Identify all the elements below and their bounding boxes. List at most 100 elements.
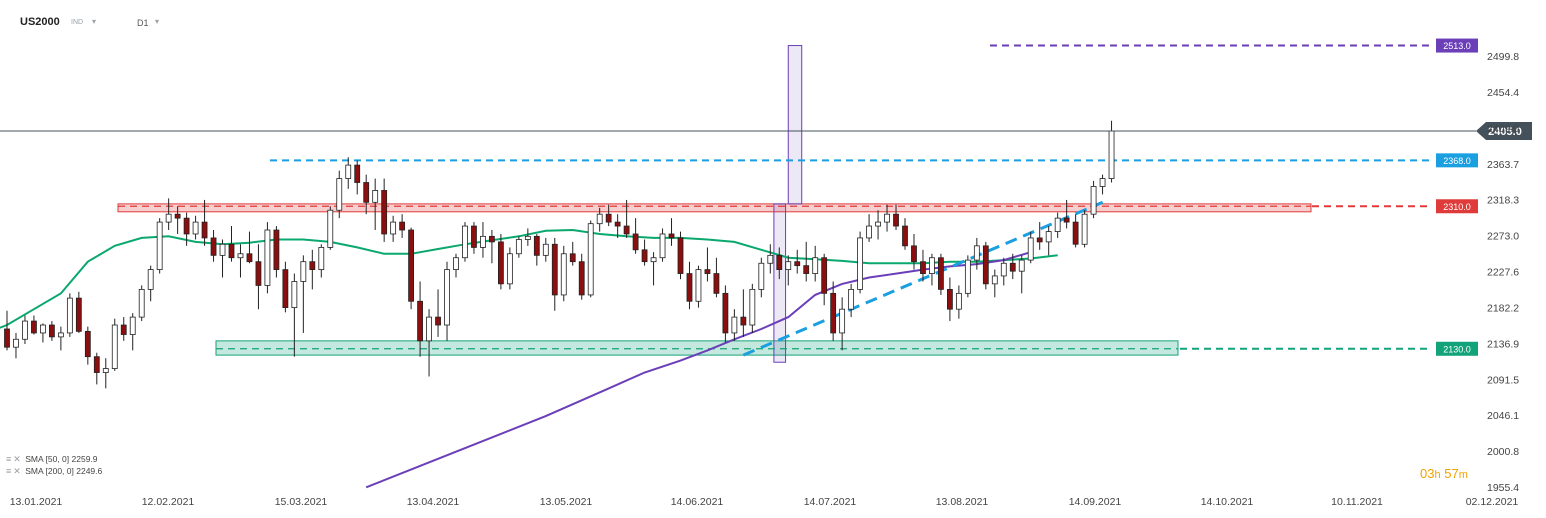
- candle-body: [102, 368, 109, 373]
- candle-body: [345, 164, 352, 179]
- candle-body: [839, 308, 846, 334]
- y-tick-label: 1955.4: [1487, 482, 1519, 494]
- candle-body: [632, 233, 639, 251]
- level-tag-label: 2130.0: [1443, 344, 1471, 354]
- candle-body: [722, 292, 729, 334]
- timeframe-chevron-down-icon[interactable]: ▾: [155, 17, 160, 26]
- candle-body: [884, 213, 890, 223]
- candle-body: [75, 297, 82, 332]
- candle-body: [210, 237, 217, 256]
- candle-body: [201, 221, 208, 239]
- x-tick-label: 14.06.2021: [671, 496, 724, 508]
- level-tag: [1436, 153, 1478, 168]
- axis-layer: 2499.8 2454.4 2409.0 2363.7 2318.3 2273.0 2227…: [10, 51, 1520, 508]
- support-zone: [215, 340, 1179, 356]
- candle-body: [650, 257, 657, 263]
- candle-body: [938, 257, 944, 290]
- legend-row-sma50: ≡ ✕ SMA [50, 0] 2259.9: [6, 453, 102, 465]
- candle-body: [713, 273, 720, 294]
- symbol-label[interactable]: US2000: [20, 16, 60, 28]
- symbol-tag: IND: [71, 19, 84, 26]
- candle-body: [462, 225, 468, 259]
- candle-body: [444, 269, 450, 326]
- timer-hours: 03: [1420, 466, 1435, 481]
- candle-body: [22, 320, 28, 340]
- candle-body: [192, 221, 199, 235]
- candle-body: [614, 221, 621, 227]
- candle-body: [524, 235, 531, 240]
- x-tick-label: 13.01.2021: [10, 496, 63, 508]
- candle-body: [731, 316, 738, 334]
- candle-body: [803, 265, 810, 274]
- candle-body: [560, 253, 567, 296]
- zones-layer: [117, 203, 1312, 356]
- candle-body: [372, 190, 379, 203]
- candle-body: [66, 297, 73, 334]
- indicator-legend: ≡ ✕ SMA [50, 0] 2259.9 ≡ ✕ SMA [200, 0] 22…: [6, 453, 102, 477]
- y-tick-label: 2409.0: [1487, 123, 1519, 135]
- candle-body: [857, 237, 863, 290]
- x-tick-label: 12.02.2021: [142, 496, 195, 508]
- candle-body: [435, 316, 441, 326]
- candle-body: [453, 257, 459, 270]
- candle-body: [336, 178, 343, 211]
- candle-body: [641, 249, 648, 263]
- projection-box-upper: [787, 45, 803, 205]
- candle-body: [120, 324, 127, 335]
- candle-body: [147, 269, 154, 290]
- y-tick-label: 2499.8: [1487, 51, 1519, 63]
- levels-layer: 2513.0 2368.0 2310.0 2130.0: [118, 38, 1478, 356]
- candle-body: [551, 243, 558, 296]
- level-tag: [1436, 38, 1478, 53]
- remove-indicator-icon[interactable]: ✕: [13, 454, 21, 464]
- candle-body: [695, 269, 702, 302]
- legend-label: SMA: [25, 454, 44, 464]
- candle-body: [426, 316, 432, 342]
- y-tick-label: 2227.6: [1487, 267, 1519, 279]
- candle-body: [255, 261, 262, 286]
- candle-body: [776, 254, 783, 270]
- candle-body: [13, 338, 19, 348]
- candle-body: [866, 225, 872, 239]
- x-tick-label: 15.03.2021: [275, 496, 328, 508]
- candle-body: [533, 235, 540, 256]
- indicator-settings-icon[interactable]: ≡: [6, 454, 12, 464]
- y-tick-label: 2046.1: [1487, 410, 1519, 422]
- candle-body: [309, 261, 316, 270]
- candle-body: [156, 221, 163, 270]
- y-tick-label: 2363.7: [1487, 159, 1519, 171]
- candle-body: [794, 261, 801, 267]
- candle-body: [515, 239, 522, 255]
- candle-countdown: 03h 57m: [1420, 466, 1468, 481]
- candle-body: [31, 320, 37, 334]
- candle-body: [659, 233, 666, 259]
- x-tick-label: 10.11.2021: [1331, 496, 1383, 508]
- x-tick-label: 13.04.2021: [407, 496, 460, 508]
- timeframe-label[interactable]: D1: [137, 18, 149, 28]
- symbol-chevron-down-icon[interactable]: ▾: [92, 17, 97, 26]
- candle-body: [174, 213, 181, 219]
- legend-label: SMA: [25, 466, 44, 476]
- indicator-settings-icon[interactable]: ≡: [6, 466, 12, 476]
- candle-body: [84, 330, 91, 358]
- candle-body: [920, 261, 926, 274]
- level-tag-label: 2368.0: [1443, 156, 1471, 166]
- candle-body: [605, 213, 612, 223]
- x-tick-label: 14.10.2021: [1201, 496, 1254, 508]
- x-tick-label: 14.09.2021: [1069, 496, 1122, 508]
- candle-body: [1072, 221, 1079, 245]
- level-tag: [1436, 199, 1478, 214]
- candle-body: [417, 300, 423, 342]
- candle-body: [929, 257, 935, 274]
- y-tick-label: 2182.2: [1487, 302, 1519, 314]
- sma200-line: [365, 251, 1031, 489]
- candle-body: [49, 324, 55, 338]
- candles-layer: [4, 120, 1115, 389]
- candle-body: [812, 257, 819, 274]
- candle-body: [587, 223, 594, 296]
- x-tick-label: 13.05.2021: [540, 496, 593, 508]
- candle-body: [1063, 217, 1070, 223]
- candle-body: [1090, 186, 1097, 215]
- remove-indicator-icon[interactable]: ✕: [13, 466, 21, 476]
